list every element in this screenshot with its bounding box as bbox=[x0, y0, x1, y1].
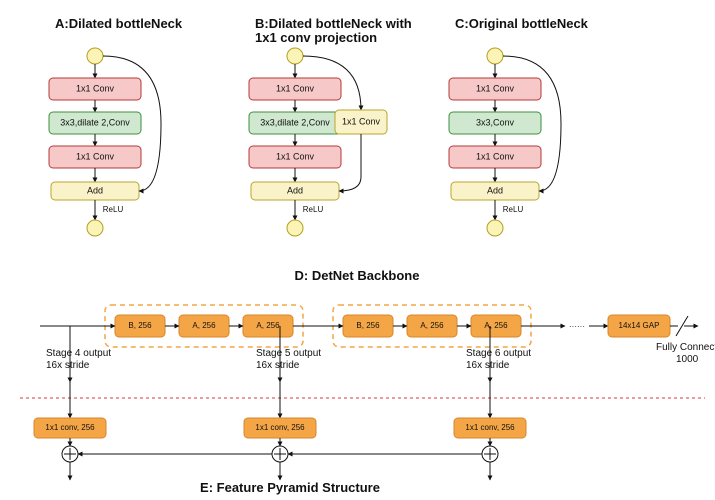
panelB-relu: ReLU bbox=[303, 205, 324, 214]
stage4-b: 16x stride bbox=[46, 360, 90, 371]
panelB-in-circle bbox=[287, 48, 303, 64]
panelD-g1-box-2-label: A, 256 bbox=[256, 321, 280, 330]
panelD-g2-box-2-label: A, 256 bbox=[484, 321, 508, 330]
panelE-box-2-label: 1x1 conv, 256 bbox=[465, 423, 515, 432]
panelD-g1-box-1-label: A, 256 bbox=[192, 321, 216, 330]
panelB-box-2-label: 1x1 Conv bbox=[276, 151, 315, 161]
panelC-box-0-label: 1x1 Conv bbox=[476, 83, 515, 93]
panelC-out-circle bbox=[487, 220, 503, 236]
panelC-box-1-label: 3x3,Conv bbox=[476, 117, 515, 127]
panelA-box-0-label: 1x1 Conv bbox=[76, 83, 115, 93]
panelC-add-label: Add bbox=[487, 185, 503, 195]
panelA-in-circle bbox=[87, 48, 103, 64]
panelC-in-circle bbox=[487, 48, 503, 64]
panelB-box-0-label: 1x1 Conv bbox=[276, 83, 315, 93]
panelA-relu: ReLU bbox=[103, 205, 124, 214]
stage5-a: Stage 5 output bbox=[256, 348, 321, 359]
panelA-box-2-label: 1x1 Conv bbox=[76, 151, 115, 161]
panelA-out-circle bbox=[87, 220, 103, 236]
panelE-title: E: Feature Pyramid Structure bbox=[200, 480, 380, 495]
panelC-relu: ReLU bbox=[503, 205, 524, 214]
stage6-b: 16x stride bbox=[466, 360, 510, 371]
panelA-add-label: Add bbox=[87, 185, 103, 195]
panelA-title: A:Dilated bottleNeck bbox=[55, 16, 183, 31]
panelB-title2: 1x1 conv projection bbox=[255, 30, 377, 45]
stage4-a: Stage 4 output bbox=[46, 348, 111, 359]
stage5-b: 16x stride bbox=[256, 360, 300, 371]
panelB-add-label: Add bbox=[287, 185, 303, 195]
panelD-g2-box-1-label: A, 256 bbox=[420, 321, 444, 330]
panelB-title: B:Dilated bottleNeck with bbox=[255, 16, 412, 31]
panelB-box-1-label: 3x3,dilate 2,Conv bbox=[260, 117, 330, 127]
stage6-a: Stage 6 output bbox=[466, 348, 531, 359]
diagram: A:Dilated bottleNeck 1x1 Conv 3x3,dilate 2… bbox=[0, 0, 715, 500]
panelA-box-1-label: 3x3,dilate 2,Conv bbox=[60, 117, 130, 127]
panelD-ellipsis: ······ bbox=[569, 322, 585, 331]
panelC-box-2-label: 1x1 Conv bbox=[476, 151, 515, 161]
panelB-side-label: 1x1 Conv bbox=[342, 116, 381, 126]
panelD-g2-box-0-label: B, 256 bbox=[356, 321, 380, 330]
panelE-box-0-label: 1x1 conv, 256 bbox=[45, 423, 95, 432]
panelD-title: D: DetNet Backbone bbox=[295, 268, 420, 283]
panelE-box-1-label: 1x1 conv, 256 bbox=[255, 423, 305, 432]
panelB-out-circle bbox=[287, 220, 303, 236]
panelD-fc: Fully Connect, bbox=[656, 342, 715, 353]
panelD-gap-label: 14x14 GAP bbox=[619, 321, 660, 330]
panelD-g1-box-0-label: B, 256 bbox=[128, 321, 152, 330]
panelD-fc2: 1000 bbox=[676, 354, 699, 365]
panelC-title: C:Original bottleNeck bbox=[455, 16, 589, 31]
